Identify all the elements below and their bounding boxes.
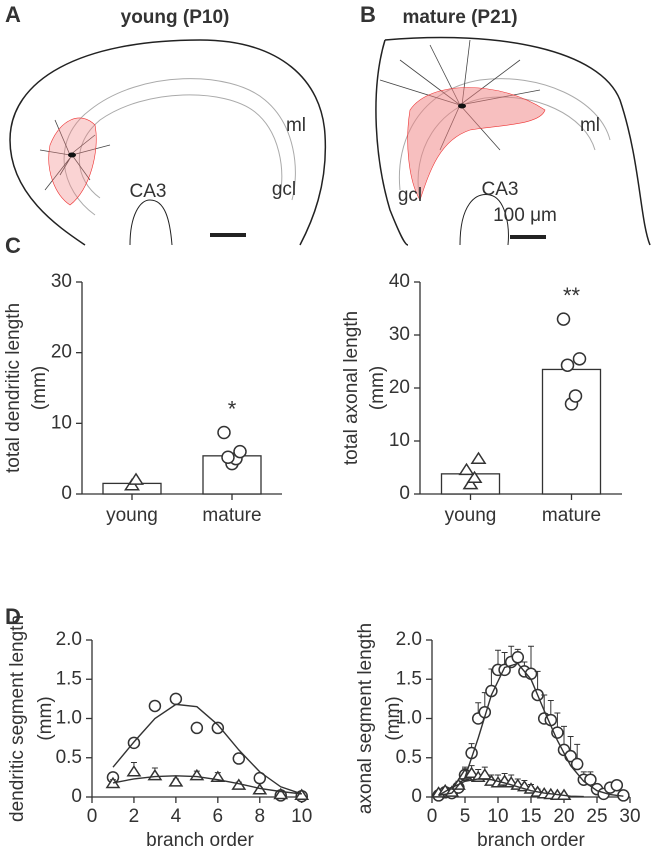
fit-line (112, 703, 302, 795)
y-tick-label: 10 (51, 412, 72, 433)
x-tick-label: 30 (619, 806, 640, 827)
y-tick-label: 0.5 (56, 747, 82, 768)
marker-circle (233, 444, 247, 459)
y-axis-label: (mm) (29, 366, 50, 410)
y-axis-label: total axonal length (341, 311, 362, 465)
y-tick-label: 1.5 (56, 668, 82, 689)
x-tick-label: 0 (427, 806, 438, 827)
y-axis-label: total dendritic length (3, 303, 24, 473)
y-tick-label: 0 (71, 786, 82, 807)
region-label: ml (580, 115, 600, 136)
panel-letter: A (5, 2, 21, 27)
marker-triangle (128, 472, 144, 485)
y-tick-label: 30 (389, 324, 410, 345)
panel-letter: B (360, 2, 376, 27)
region-label: gcl (272, 179, 296, 200)
y-tick-label: 0 (399, 483, 410, 504)
marker-circle (190, 721, 204, 735)
fit-line (438, 778, 584, 798)
y-axis-label: dendritic segment length (7, 615, 28, 822)
marker-circle (217, 425, 231, 440)
marker-circle (148, 699, 162, 713)
marker-circle (610, 778, 624, 792)
x-tick-label: 15 (520, 806, 541, 827)
x-tick-label: young (106, 505, 158, 526)
neuron-drawing-young (9, 39, 327, 246)
panel-letter: D (5, 604, 21, 629)
marker-circle (568, 389, 583, 403)
y-tick-label: 1.0 (396, 708, 422, 729)
y-tick-label: 0 (61, 483, 72, 504)
marker-triangle (294, 788, 310, 801)
fit-line (112, 775, 302, 795)
x-tick-label: 20 (553, 806, 574, 827)
x-tick-label: mature (202, 505, 261, 526)
x-tick-label: 25 (586, 806, 607, 827)
marker-circle (221, 450, 235, 465)
marker-triangle (189, 768, 205, 781)
marker-triangle (464, 766, 480, 779)
region-label: gcl (398, 185, 422, 206)
y-axis-label: (mm) (35, 696, 56, 740)
y-axis-label: axonal segment length (355, 623, 376, 814)
region-label: ml (286, 115, 306, 136)
fit-line (438, 662, 624, 797)
x-axis-label: branch order (477, 830, 585, 851)
marker-circle (232, 752, 246, 765)
y-tick-label: 1.0 (56, 708, 82, 729)
y-tick-label: 2.0 (56, 629, 82, 650)
x-tick-label: young (445, 505, 497, 526)
y-axis-label: (mm) (383, 696, 404, 740)
region-label: CA3 (130, 181, 167, 202)
marker-triangle (168, 775, 184, 787)
y-tick-label: 30 (51, 271, 72, 292)
marker-triangle (126, 764, 142, 777)
y-tick-label: 0 (411, 786, 422, 807)
y-tick-label: 10 (389, 430, 410, 451)
region-label: CA3 (482, 179, 519, 200)
y-tick-label: 20 (51, 342, 72, 363)
x-tick-label: 6 (213, 806, 224, 827)
x-tick-label: 10 (291, 806, 312, 827)
panel-title: mature (P21) (402, 7, 517, 28)
marker-triangle (462, 477, 479, 490)
panel-title: young (P10) (121, 7, 230, 28)
bar (541, 368, 602, 495)
marker-triangle (147, 768, 163, 781)
marker-triangle (458, 462, 475, 476)
y-tick-label: 1.5 (396, 668, 422, 689)
marker-circle (511, 651, 525, 664)
scale-bar-label: 100 μm (493, 205, 557, 226)
marker-triangle (466, 470, 483, 484)
y-tick-label: 0.5 (396, 747, 422, 768)
marker-circle (570, 757, 584, 771)
x-tick-label: mature (542, 505, 601, 526)
y-tick-label: 20 (389, 377, 410, 398)
marker-triangle (470, 451, 487, 464)
marker-circle (556, 312, 571, 326)
y-tick-label: 40 (389, 271, 410, 292)
x-axis-label: branch order (146, 830, 254, 851)
marker-circle (572, 352, 587, 366)
x-tick-label: 8 (254, 806, 265, 827)
x-tick-label: 0 (87, 806, 98, 827)
marker-circle (169, 692, 183, 706)
marker-circle (560, 358, 575, 372)
neuron-drawing-mature (375, 36, 651, 246)
significance: ** (563, 283, 581, 308)
marker-circle (211, 721, 225, 735)
y-axis-label: (mm) (367, 366, 388, 410)
x-tick-label: 5 (460, 806, 471, 827)
marker-triangle (273, 787, 289, 800)
significance: * (228, 396, 237, 421)
y-tick-label: 2.0 (396, 629, 422, 650)
panel-letter: C (5, 233, 21, 258)
x-tick-label: 10 (487, 806, 508, 827)
x-tick-label: 2 (129, 806, 140, 827)
x-tick-label: 4 (171, 806, 182, 827)
